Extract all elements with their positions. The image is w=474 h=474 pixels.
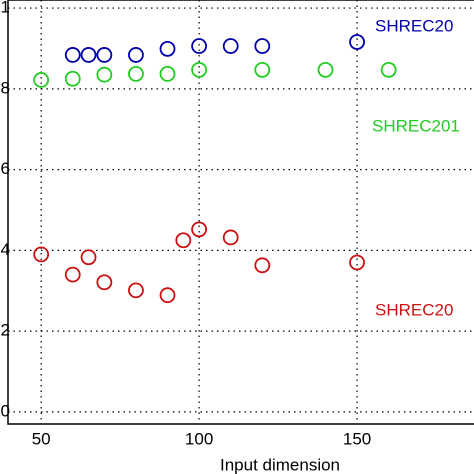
point	[191, 61, 208, 78]
y-tick-label: 0.2	[0, 321, 10, 340]
x-tick-label: 150	[343, 429, 371, 448]
x-tick-label: 50	[32, 429, 51, 448]
y-tick-label: 0.6	[0, 159, 10, 178]
point	[64, 47, 81, 63]
point	[128, 282, 144, 299]
point	[349, 34, 365, 50]
point	[222, 229, 239, 246]
series-label: SHREC20	[375, 300, 453, 319]
plot-frame	[7, 0, 474, 425]
point	[80, 249, 97, 266]
point	[254, 61, 271, 78]
y-tick-label: 0.4	[0, 240, 10, 259]
point	[254, 38, 271, 54]
point	[254, 257, 271, 274]
series-label: SHREC20	[375, 16, 453, 35]
point	[33, 246, 50, 263]
point	[159, 287, 176, 304]
point	[159, 65, 176, 82]
point	[33, 72, 50, 88]
point	[96, 274, 113, 291]
point	[64, 266, 81, 283]
point	[64, 70, 81, 87]
point	[317, 61, 334, 78]
point	[191, 221, 208, 238]
point	[128, 65, 144, 82]
point	[349, 254, 365, 271]
point	[80, 47, 97, 63]
point	[96, 47, 113, 63]
point	[96, 66, 113, 83]
point	[222, 38, 239, 54]
point	[159, 40, 176, 57]
x-tick-label: 100	[185, 429, 213, 448]
y-tick-label: 0.8	[0, 78, 10, 97]
point	[128, 47, 144, 63]
point	[175, 232, 192, 249]
point	[191, 38, 208, 54]
y-tick-label: 1	[1, 0, 10, 17]
point	[380, 61, 397, 78]
series-label: SHREC201	[372, 116, 460, 135]
x-axis-label: Input dimension	[220, 455, 340, 474]
y-tick-label: 0	[1, 401, 10, 420]
